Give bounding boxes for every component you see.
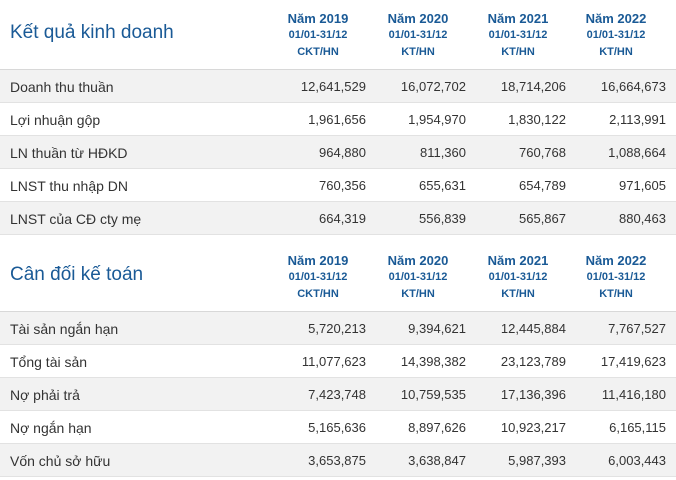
- column-header-2019: Năm 2019 01/01-31/12 CKT/HN: [268, 252, 368, 303]
- column-header-2022: Năm 2022 01/01-31/12 KT/HN: [566, 252, 666, 303]
- column-type: KT/HN: [599, 288, 633, 300]
- table-row: LNST của CĐ cty mẹ 664,319 556,839 565,8…: [0, 202, 676, 235]
- column-header-2020: Năm 2020 01/01-31/12 KT/HN: [368, 10, 468, 61]
- column-year: Năm 2020: [387, 11, 449, 26]
- cell-value: 654,789: [519, 178, 566, 193]
- cell-value: 10,923,217: [500, 420, 566, 435]
- cell-value: 10,759,535: [400, 387, 466, 402]
- cell-value: 1,954,970: [408, 112, 466, 127]
- table-row: LNST thu nhập DN 760,356 655,631 654,789…: [0, 169, 676, 202]
- business-results-header: Kết quả kinh doanh Năm 2019 01/01-31/12 …: [0, 0, 676, 70]
- cell-value: 556,839: [419, 211, 466, 226]
- cell-value: 16,664,673: [600, 79, 666, 94]
- row-label: LNST thu nhập DN: [10, 178, 129, 194]
- table-row: Nợ phải trả 7,423,748 10,759,535 17,136,…: [0, 378, 676, 411]
- cell-value: 9,394,621: [408, 321, 466, 336]
- cell-value: 11,416,180: [601, 387, 666, 402]
- row-label: Tài sản ngắn hạn: [10, 321, 119, 337]
- column-year: Năm 2021: [487, 253, 549, 268]
- column-type: KT/HN: [401, 288, 435, 300]
- cell-value: 17,136,396: [500, 387, 566, 402]
- column-header-2021: Năm 2021 01/01-31/12 KT/HN: [468, 10, 568, 61]
- row-label: Nợ ngắn hạn: [10, 420, 92, 436]
- cell-value: 3,638,847: [408, 453, 466, 468]
- column-range: 01/01-31/12: [388, 29, 448, 41]
- cell-value: 1,961,656: [308, 112, 366, 127]
- column-year: Năm 2021: [487, 11, 549, 26]
- balance-sheet-header: Cân đối kế toán Năm 2019 01/01-31/12 CKT…: [0, 242, 676, 312]
- column-year: Năm 2022: [585, 11, 647, 26]
- cell-value: 18,714,206: [500, 79, 566, 94]
- cell-value: 6,003,443: [608, 453, 666, 468]
- table-row: Vốn chủ sở hữu 3,653,875 3,638,847 5,987…: [0, 444, 676, 477]
- section-title: Cân đối kế toán: [10, 264, 144, 285]
- column-type: CKT/HN: [297, 46, 339, 58]
- row-label: Tổng tài sản: [10, 354, 88, 370]
- cell-value: 565,867: [519, 211, 566, 226]
- cell-value: 8,897,626: [408, 420, 466, 435]
- column-range: 01/01-31/12: [388, 271, 448, 283]
- column-type: CKT/HN: [297, 288, 339, 300]
- column-header-2021: Năm 2021 01/01-31/12 KT/HN: [468, 252, 568, 303]
- balance-sheet-section: Cân đối kế toán Năm 2019 01/01-31/12 CKT…: [0, 242, 676, 477]
- business-results-section: Kết quả kinh doanh Năm 2019 01/01-31/12 …: [0, 0, 676, 235]
- column-year: Năm 2020: [387, 253, 449, 268]
- column-range: 01/01-31/12: [488, 29, 548, 41]
- row-label: Nợ phải trả: [10, 387, 80, 403]
- section-title: Kết quả kinh doanh: [10, 22, 174, 43]
- cell-value: 7,423,748: [308, 387, 366, 402]
- cell-value: 7,767,527: [608, 321, 666, 336]
- column-range: 01/01-31/12: [586, 271, 646, 283]
- row-label: LN thuần từ HĐKD: [10, 145, 128, 161]
- cell-value: 12,641,529: [300, 79, 366, 94]
- cell-value: 964,880: [319, 145, 366, 160]
- column-range: 01/01-31/12: [288, 271, 348, 283]
- cell-value: 6,165,115: [609, 420, 666, 435]
- cell-value: 12,445,884: [500, 321, 566, 336]
- row-label: LNST của CĐ cty mẹ: [10, 211, 142, 227]
- cell-value: 760,768: [519, 145, 566, 160]
- row-label: Lợi nhuận gộp: [10, 112, 101, 128]
- column-header-2020: Năm 2020 01/01-31/12 KT/HN: [368, 252, 468, 303]
- column-year: Năm 2022: [585, 253, 647, 268]
- cell-value: 655,631: [419, 178, 466, 193]
- column-range: 01/01-31/12: [586, 29, 646, 41]
- column-year: Năm 2019: [287, 253, 349, 268]
- cell-value: 16,072,702: [400, 79, 466, 94]
- cell-value: 5,987,393: [508, 453, 566, 468]
- column-range: 01/01-31/12: [288, 29, 348, 41]
- cell-value: 760,356: [319, 178, 366, 193]
- column-type: KT/HN: [599, 46, 633, 58]
- column-header-2019: Năm 2019 01/01-31/12 CKT/HN: [268, 10, 368, 61]
- table-row: Lợi nhuận gộp 1,961,656 1,954,970 1,830,…: [0, 103, 676, 136]
- cell-value: 3,653,875: [308, 453, 366, 468]
- cell-value: 880,463: [619, 211, 666, 226]
- row-label: Doanh thu thuần: [10, 79, 114, 95]
- table-row: Nợ ngắn hạn 5,165,636 8,897,626 10,923,2…: [0, 411, 676, 444]
- cell-value: 1,830,122: [508, 112, 566, 127]
- cell-value: 5,165,636: [308, 420, 366, 435]
- row-label: Vốn chủ sở hữu: [10, 453, 111, 469]
- table-row: Doanh thu thuần 12,641,529 16,072,702 18…: [0, 70, 676, 103]
- cell-value: 17,419,623: [600, 354, 666, 369]
- cell-value: 5,720,213: [308, 321, 366, 336]
- column-range: 01/01-31/12: [488, 271, 548, 283]
- table-row: LN thuần từ HĐKD 964,880 811,360 760,768…: [0, 136, 676, 169]
- cell-value: 14,398,382: [400, 354, 466, 369]
- table-row: Tài sản ngắn hạn 5,720,213 9,394,621 12,…: [0, 312, 676, 345]
- column-header-2022: Năm 2022 01/01-31/12 KT/HN: [566, 10, 666, 61]
- column-type: KT/HN: [401, 46, 435, 58]
- cell-value: 971,605: [619, 178, 666, 193]
- column-year: Năm 2019: [287, 11, 349, 26]
- table-row: Tổng tài sản 11,077,623 14,398,382 23,12…: [0, 345, 676, 378]
- column-type: KT/HN: [501, 288, 535, 300]
- cell-value: 23,123,789: [500, 354, 566, 369]
- cell-value: 11,077,623: [301, 354, 366, 369]
- column-type: KT/HN: [501, 46, 535, 58]
- cell-value: 811,360: [419, 145, 466, 160]
- cell-value: 2,113,991: [609, 112, 666, 127]
- cell-value: 1,088,664: [608, 145, 666, 160]
- cell-value: 664,319: [319, 211, 366, 226]
